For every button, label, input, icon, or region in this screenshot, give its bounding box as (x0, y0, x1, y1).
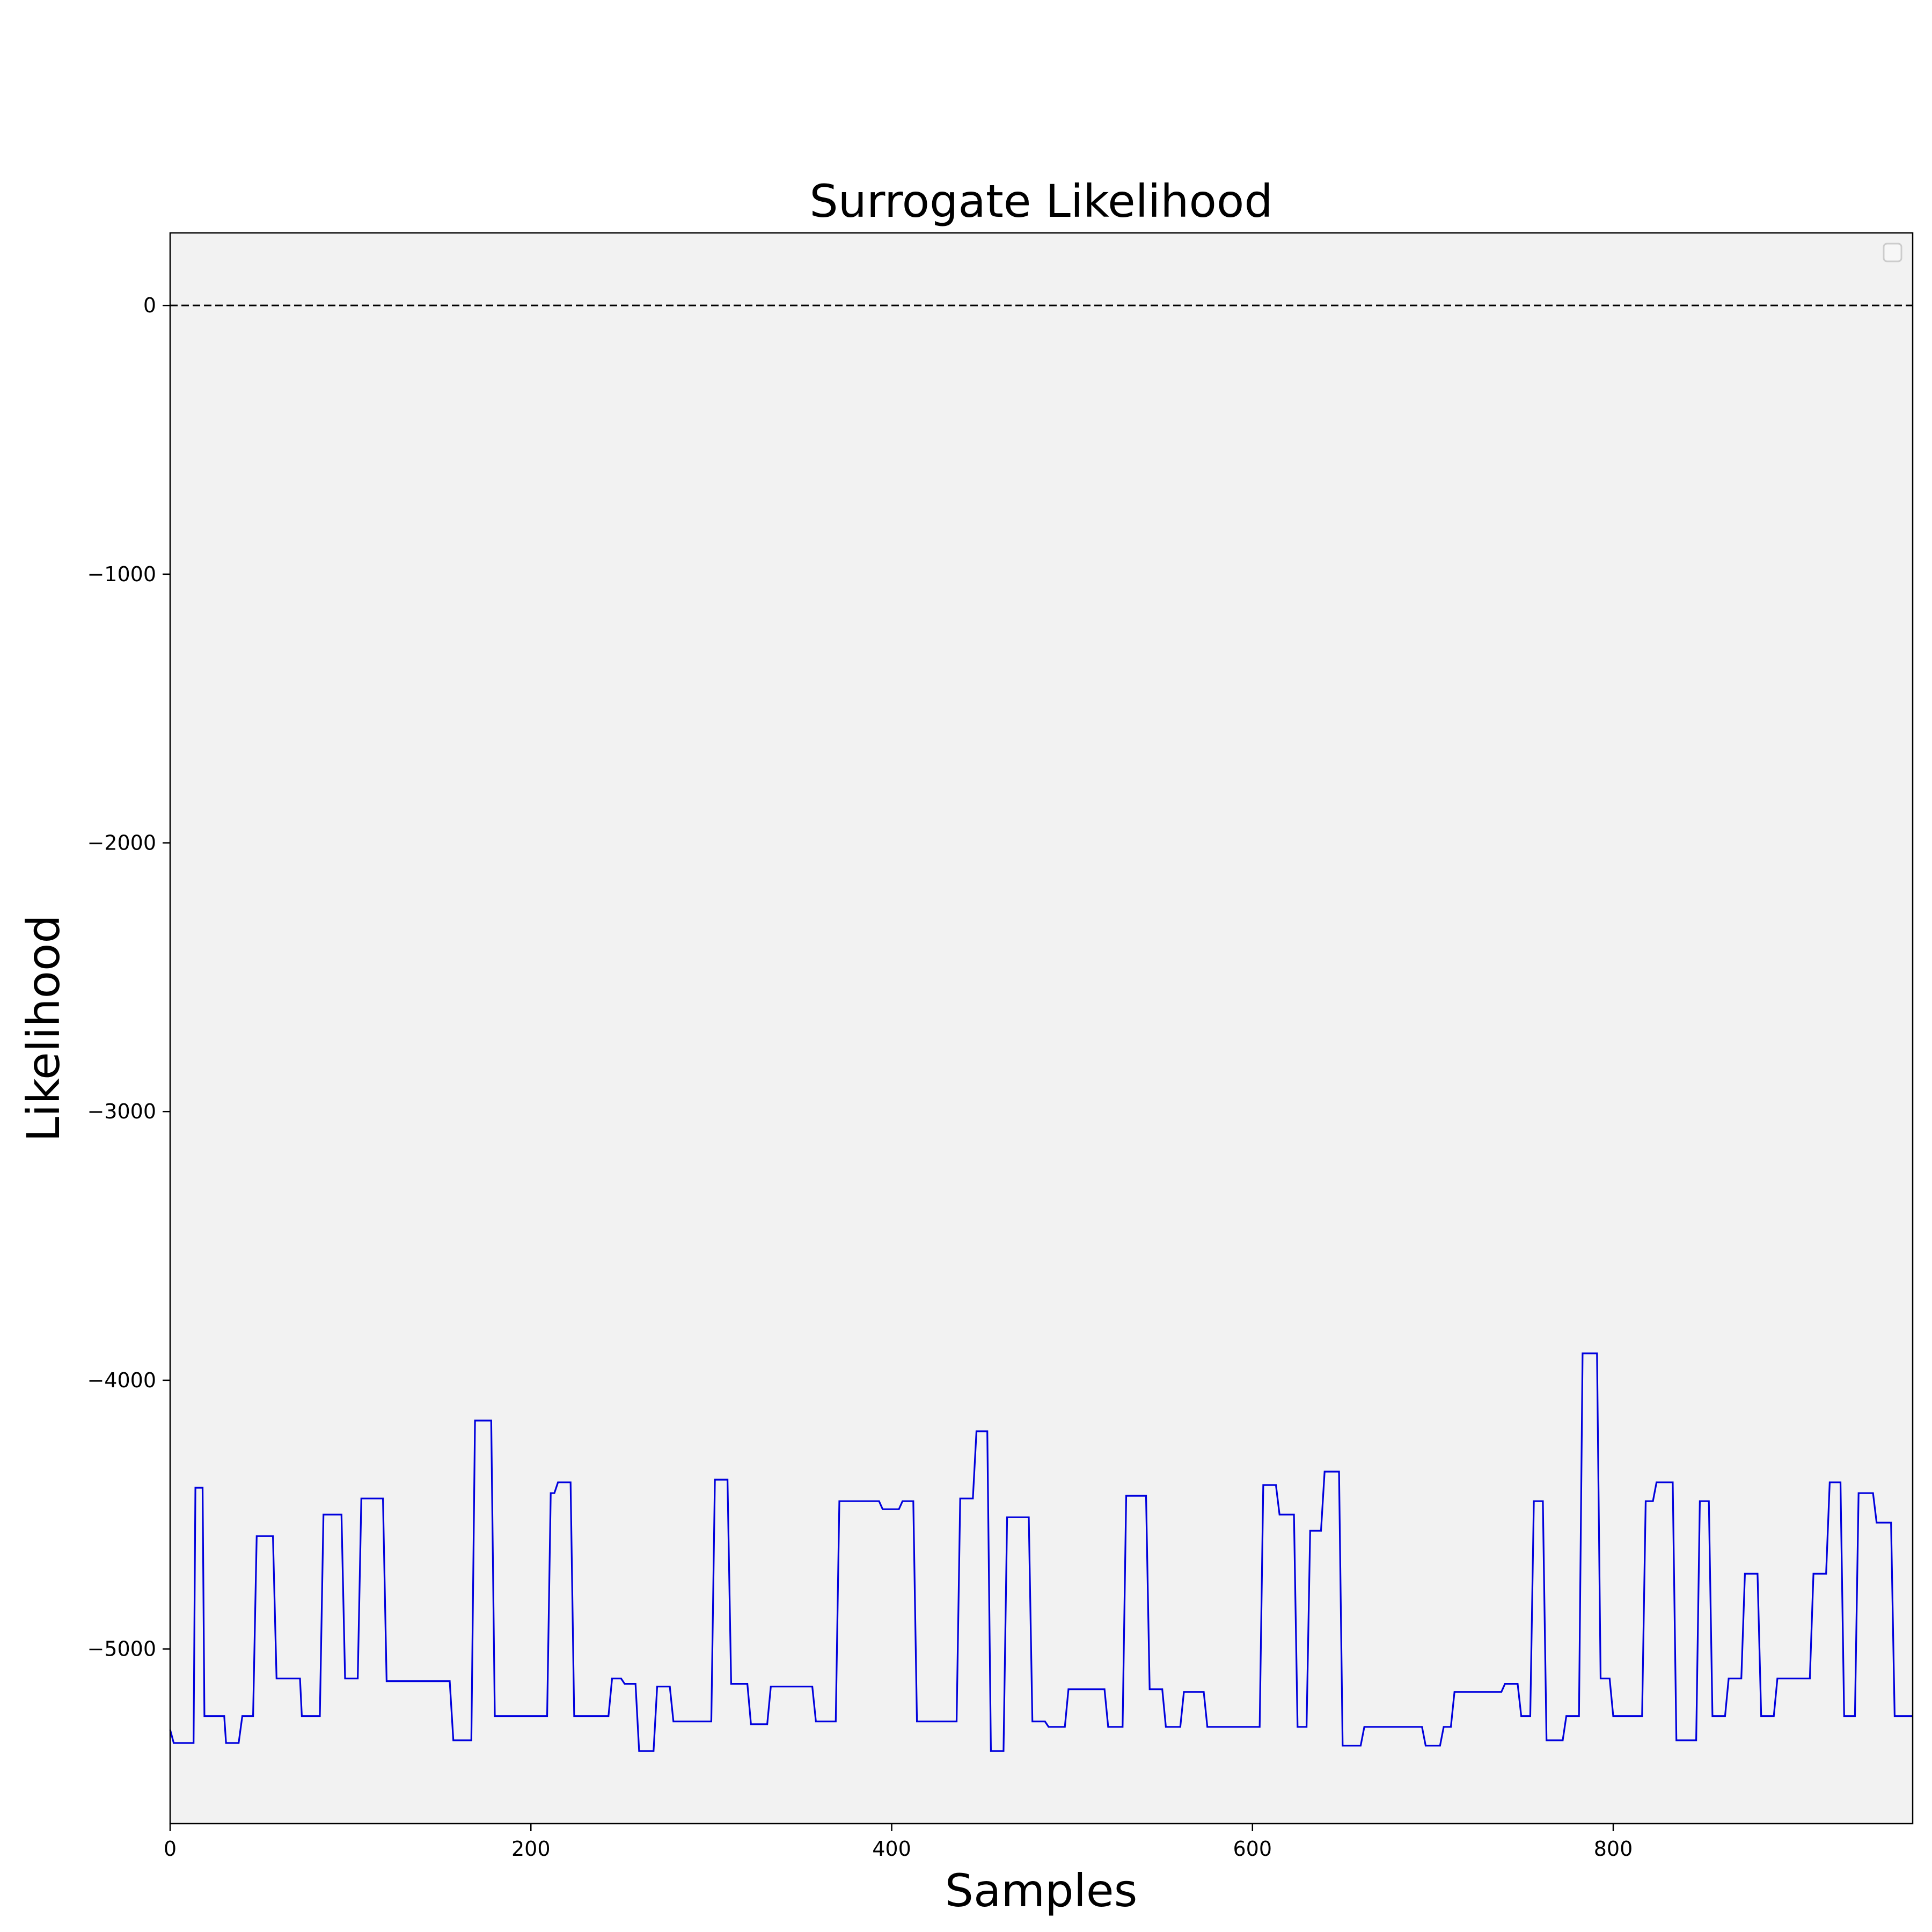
plot-frame (169, 232, 1914, 1825)
y-tick-label: −5000 (87, 1637, 156, 1661)
y-tick-label: −1000 (87, 562, 156, 586)
x-axis-label: Samples (945, 1864, 1138, 1917)
y-axis-label: Likelihood (17, 914, 70, 1142)
legend-box (1883, 243, 1902, 262)
plot-area (170, 233, 1913, 1824)
x-tick-label: 200 (511, 1837, 551, 1861)
x-tick-label: 600 (1233, 1837, 1272, 1861)
chart-title: Surrogate Likelihood (809, 175, 1272, 228)
y-axis-ticks: 0 −1000 −2000 −3000 −4000 −5000 (87, 294, 170, 1661)
y-tick-label: −3000 (87, 1100, 156, 1123)
likelihood-series-line (169, 1352, 1913, 1752)
x-tick-label: 800 (1594, 1837, 1633, 1861)
y-tick-label: 0 (143, 294, 156, 317)
x-tick-label: 400 (872, 1837, 911, 1861)
y-tick-label: −2000 (87, 831, 156, 855)
x-tick-label: 0 (164, 1837, 177, 1861)
x-axis-ticks: 0 200 400 600 800 (164, 1824, 1633, 1861)
y-tick-label: −4000 (87, 1368, 156, 1392)
